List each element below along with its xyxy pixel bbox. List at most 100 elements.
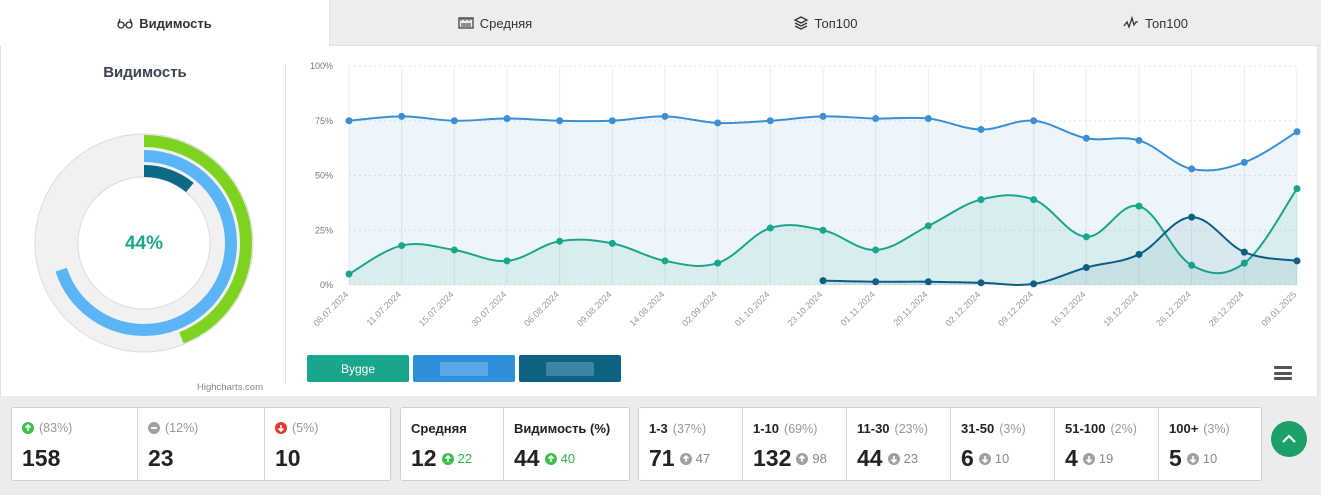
x-tick-label: 26.12.2024 [1154,289,1193,328]
series-area-0 [349,116,1297,285]
series-point-0 [924,115,932,123]
series-point-2 [872,278,880,286]
series-point-1 [714,259,722,267]
ruler-icon [458,17,474,29]
arrow-up-icon [796,452,809,465]
series-area-1 [349,188,1297,285]
arrow-up-icon [441,452,454,465]
highcharts-credit[interactable]: Highcharts.com [197,382,263,393]
stat-bucket-51-100: 51-100 (2%) 4 19 [1055,408,1159,480]
visibility-title: Видимость [103,64,187,81]
series-point-0 [1240,158,1248,166]
tab-top100-layers[interactable]: Топ100 [660,0,990,46]
series-point-0 [345,117,353,125]
x-tick-label: 20.11.2024 [891,289,929,327]
tab-visibility[interactable]: Видимость [0,0,330,46]
arrow-down-icon [978,452,991,465]
position-buckets-card: 1-3 (37%) 71 47 1-10 (69%) 132 98 11-30 (23%)… [638,407,1262,481]
x-tick-label: 30.07.2024 [469,289,508,328]
series-point-0 [608,117,616,125]
stat-visibility: Видимость (%) 44 40 [514,421,611,471]
series-point-1 [977,196,985,204]
x-tick-label: 18.12.2024 [1101,289,1140,328]
series-point-0 [1293,128,1301,136]
arrow-down-icon [1186,452,1199,465]
y-tick-label: 75% [315,116,333,126]
series-point-1 [1030,196,1038,204]
x-tick-label: 16.12.2024 [1049,289,1088,328]
tab-label: Средняя [479,15,533,31]
series-point-1 [661,257,669,265]
visibility-panel: Видимость 44% Highcharts.com 100% 75% 50% 2… [0,46,1318,396]
x-tick-label: 01.10.2024 [733,289,772,328]
y-tick-label: 100% [310,61,333,71]
series-point-0 [1135,136,1143,144]
series-point-2 [1135,250,1143,258]
series-point-0 [1030,117,1038,125]
series-point-0 [661,112,669,120]
series-point-0 [450,117,458,125]
series-point-0 [398,112,406,120]
series-point-0 [1082,134,1090,142]
layers-icon [793,16,809,30]
series-point-0 [819,112,827,120]
visibility-line-chart: 100% 75% 50% 25% 0%08.07.2024 11.07.2024 15.07… [310,61,1301,328]
legend-item-2[interactable] [413,355,515,382]
series-point-2 [1188,213,1196,221]
summary-card: Средняя 12 22 Видимость (%) 44 40 [400,407,630,481]
series-point-0 [1188,165,1196,173]
arrow-down-icon [275,422,287,434]
visibility-percent: 44% [124,233,164,254]
series-point-2 [819,277,827,285]
x-tick-label: 02.12.2024 [943,289,982,328]
series-point-2 [924,278,932,286]
visibility-donut-chart [34,133,254,353]
series-point-1 [1293,185,1301,193]
legend-item-bygge[interactable]: Bygge [307,355,409,382]
series-point-1 [872,246,880,254]
stat-improved: (83%) 158 [12,408,138,480]
series-point-2 [1240,248,1248,256]
x-tick-label: 09.01.2025 [1259,289,1298,328]
legend-label-blurred [546,361,594,376]
series-point-2 [1293,257,1301,265]
positions-change-card: (83%) 158 (12%) 23 (5%) 10 [11,407,391,481]
series-point-1 [924,222,932,230]
x-tick-label: 11.07.2024 [365,289,403,327]
series-point-1 [1188,261,1196,269]
series-point-1 [819,226,827,234]
x-tick-label: 23.10.2024 [785,289,824,328]
x-tick-label: 01.11.2024 [839,289,877,327]
legend-label-blurred [440,361,488,376]
series-point-1 [556,237,564,245]
panel-divider [285,64,286,384]
tab-bar: Видимость Средняя Топ100 Топ100 [0,0,1321,46]
arrow-up-icon [544,452,557,465]
arrow-down-icon [887,452,900,465]
stat-bucket-31-50: 31-50 (3%) 6 10 [951,408,1055,480]
stat-bucket-11-30: 11-30 (23%) 44 23 [847,408,951,480]
y-tick-label: 50% [315,171,333,181]
series-point-0 [556,117,564,125]
series-point-2 [1030,280,1038,288]
chart-menu-icon[interactable] [1274,366,1292,382]
tab-top100-pulse[interactable]: Топ100 [990,0,1321,46]
series-point-0 [503,115,511,123]
series-point-1 [503,257,511,265]
series-point-1 [450,246,458,254]
scroll-to-top-button[interactable] [1271,421,1307,457]
series-area-2 [823,217,1297,285]
arrow-down-icon [1082,452,1095,465]
minus-icon [148,422,160,434]
series-point-2 [1082,263,1090,271]
arrow-up-icon [22,422,34,434]
pulse-icon [1123,15,1139,29]
stat-declined: (5%) 10 [275,421,319,471]
tab-average[interactable]: Средняя [330,0,660,46]
x-tick-label: 06.08.2024 [522,289,561,328]
legend-item-3[interactable] [519,355,621,382]
x-tick-label: 09.08.2024 [575,289,614,328]
tab-label: Видимость [139,15,212,31]
series-point-1 [398,242,406,250]
series-point-0 [714,119,722,127]
